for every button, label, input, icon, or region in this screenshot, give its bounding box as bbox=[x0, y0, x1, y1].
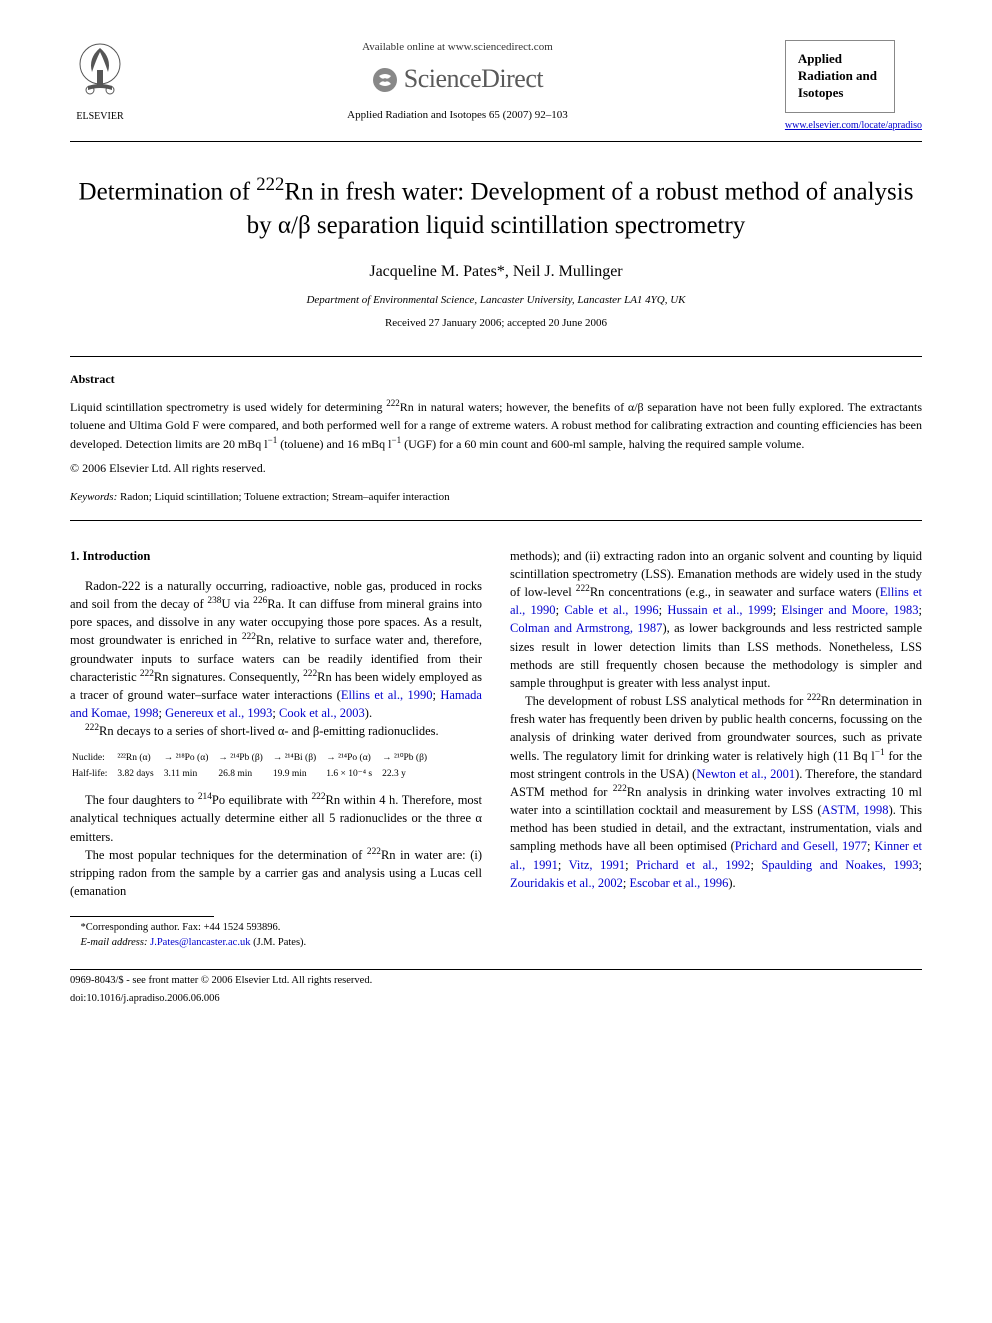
footer-line1: 0969-8043/$ - see front matter © 2006 El… bbox=[70, 974, 922, 989]
abstract-body: Liquid scintillation spectrometry is use… bbox=[70, 397, 922, 453]
elsevier-tree-icon bbox=[70, 40, 130, 110]
left-column: 1. Introduction Radon-222 is a naturally… bbox=[70, 547, 482, 951]
section-1-heading: 1. Introduction bbox=[70, 547, 482, 565]
affiliation: Department of Environmental Science, Lan… bbox=[70, 293, 922, 308]
decay-row-halflife: Half-life: 3.82 days 3.11 min 26.8 min 1… bbox=[72, 767, 435, 781]
keywords-text: Radon; Liquid scintillation; Toluene ext… bbox=[117, 491, 449, 503]
email-suffix: (J.M. Pates). bbox=[250, 937, 306, 948]
article-title: Determination of 222Rn in fresh water: D… bbox=[70, 172, 922, 243]
keywords: Keywords: Radon; Liquid scintillation; T… bbox=[70, 490, 922, 505]
journal-website-link[interactable]: www.elsevier.com/locate/apradiso bbox=[785, 119, 922, 133]
intro-p1: Radon-222 is a naturally occurring, radi… bbox=[70, 577, 482, 722]
abstract-bottom-rule bbox=[70, 520, 922, 521]
footer-line2: doi:10.1016/j.apradiso.2006.06.006 bbox=[70, 992, 922, 1007]
right-column: methods); and (ii) extracting radon into… bbox=[510, 547, 922, 951]
available-online-text: Available online at www.sciencedirect.co… bbox=[130, 40, 785, 55]
abstract-top-rule bbox=[70, 356, 922, 357]
email-link[interactable]: J.Pates@lancaster.ac.uk bbox=[147, 937, 250, 948]
abstract-heading: Abstract bbox=[70, 371, 922, 388]
header-separator bbox=[70, 141, 922, 142]
sciencedirect-text: ScienceDirect bbox=[404, 61, 543, 97]
journal-box-wrapper: Applied Radiation and Isotopes www.elsev… bbox=[785, 40, 922, 133]
journal-box-line1: Applied bbox=[798, 51, 882, 68]
body-columns: 1. Introduction Radon-222 is a naturally… bbox=[70, 547, 922, 951]
intro-p4: The most popular techniques for the dete… bbox=[70, 846, 482, 901]
keywords-label: Keywords: bbox=[70, 491, 117, 503]
intro-p3: The four daughters to 214Po equilibrate … bbox=[70, 791, 482, 846]
elsevier-logo: ELSEVIER bbox=[70, 40, 130, 124]
footer-separator bbox=[70, 969, 922, 970]
intro-p2: 222Rn decays to a series of short-lived … bbox=[70, 722, 482, 740]
article-dates: Received 27 January 2006; accepted 20 Ju… bbox=[70, 316, 922, 331]
sciencedirect-icon bbox=[372, 67, 398, 93]
journal-box-line2: Radiation and bbox=[798, 68, 882, 85]
journal-box-line3: Isotopes bbox=[798, 85, 882, 102]
sciencedirect-logo: ScienceDirect bbox=[130, 61, 785, 97]
journal-reference: Applied Radiation and Isotopes 65 (2007)… bbox=[130, 108, 785, 123]
intro-p6: The development of robust LSS analytical… bbox=[510, 692, 922, 892]
decay-chain-table: Nuclide: ²²²Rn (α) → ²¹⁸Po (α) → ²¹⁴Pb (… bbox=[70, 749, 437, 784]
decay-row-nuclide: Nuclide: ²²²Rn (α) → ²¹⁸Po (α) → ²¹⁴Pb (… bbox=[72, 751, 435, 765]
email-label: E-mail address: bbox=[81, 937, 148, 948]
intro-p5: methods); and (ii) extracting radon into… bbox=[510, 547, 922, 692]
footnote-corresponding: *Corresponding author. Fax: +44 1524 593… bbox=[70, 921, 482, 936]
center-header: Available online at www.sciencedirect.co… bbox=[130, 40, 785, 123]
footnote-email: E-mail address: J.Pates@lancaster.ac.uk … bbox=[70, 936, 482, 951]
elsevier-label: ELSEVIER bbox=[76, 110, 123, 124]
journal-title-box: Applied Radiation and Isotopes bbox=[785, 40, 895, 113]
abstract-copyright: © 2006 Elsevier Ltd. All rights reserved… bbox=[70, 460, 922, 477]
footnote-separator bbox=[70, 916, 214, 917]
authors: Jacqueline M. Pates*, Neil J. Mullinger bbox=[70, 261, 922, 283]
header-row: ELSEVIER Available online at www.science… bbox=[70, 40, 922, 133]
